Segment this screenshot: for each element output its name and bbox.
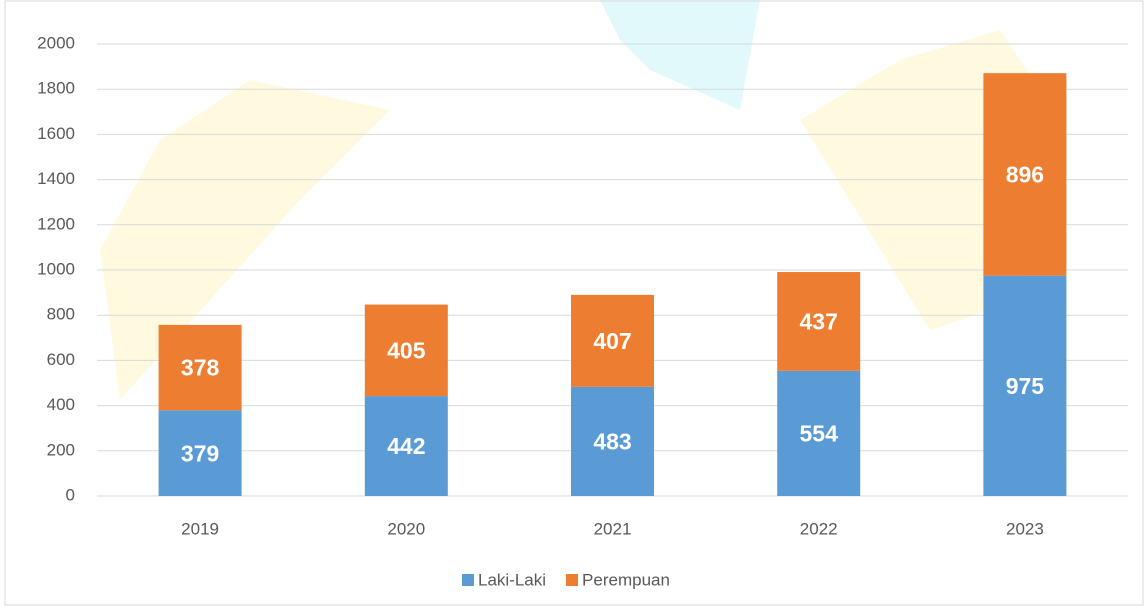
data-label: 896	[1006, 161, 1044, 187]
chart-border	[4, 0, 1144, 606]
bar-segment	[158, 410, 242, 496]
y-tick-label: 1200	[37, 214, 75, 233]
y-tick-label: 1600	[37, 124, 75, 143]
data-label: 407	[593, 328, 631, 354]
bar-segment	[983, 73, 1067, 276]
bar-segment	[364, 396, 448, 496]
y-tick-label: 1400	[37, 169, 75, 188]
x-tick-label: 2022	[800, 519, 838, 538]
legend-label: Perempuan	[582, 570, 670, 589]
bar-segment	[364, 304, 448, 397]
x-tick-label: 2021	[594, 519, 632, 538]
x-tick-label: 2023	[1006, 519, 1044, 538]
y-tick-label: 800	[47, 305, 75, 324]
data-label: 442	[387, 433, 425, 459]
y-tick-label: 400	[47, 395, 75, 414]
bar-segment	[777, 272, 861, 371]
y-tick-label: 1000	[37, 259, 75, 278]
data-label: 437	[800, 308, 838, 334]
bar-segment	[158, 324, 242, 411]
legend-swatch	[566, 574, 579, 586]
data-label: 379	[181, 440, 219, 466]
y-tick-label: 2000	[37, 33, 75, 52]
data-label: 483	[593, 428, 631, 454]
data-label: 405	[387, 337, 426, 363]
data-label: 554	[800, 420, 839, 446]
legend-label: Laki-Laki	[478, 570, 546, 589]
bar-segment	[571, 294, 654, 387]
x-tick-label: 2019	[181, 519, 219, 538]
bar-segment	[777, 370, 861, 496]
y-tick-label: 200	[47, 440, 75, 459]
data-label: 975	[1006, 373, 1045, 399]
y-tick-label: 600	[47, 350, 75, 369]
y-tick-label: 1800	[37, 79, 75, 98]
y-tick-label: 0	[66, 485, 75, 504]
bar-segment	[983, 275, 1067, 496]
data-label: 378	[181, 355, 220, 381]
bar-segment	[571, 386, 654, 496]
x-tick-label: 2020	[387, 519, 425, 538]
legend-swatch	[462, 574, 474, 586]
